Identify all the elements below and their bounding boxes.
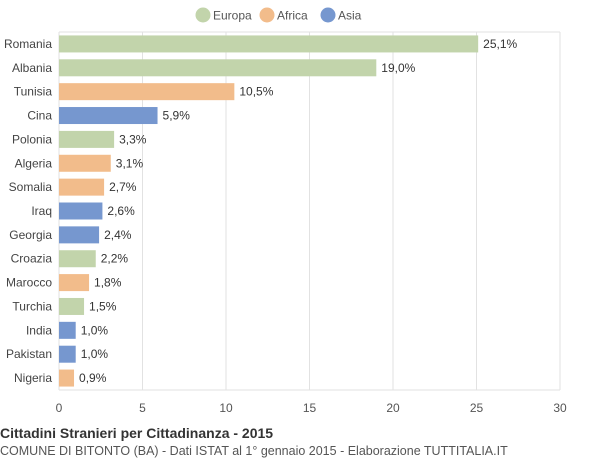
value-label: 25,1% [483,37,517,51]
category-label: Iraq [31,204,52,218]
value-label: 3,3% [119,132,147,146]
chart-subtitle: COMUNE DI BITONTO (BA) - Dati ISTAT al 1… [0,444,508,458]
bar [59,35,479,53]
value-label: 5,9% [163,109,191,123]
bar [59,226,100,244]
legend-marker [195,7,211,23]
category-label: Polonia [12,132,52,146]
category-label: Cina [27,109,52,123]
x-tick-label: 5 [139,401,146,415]
x-tick-label: 10 [219,401,233,415]
legend-marker [320,7,336,23]
category-label: Algeria [15,156,53,170]
bar [59,130,115,148]
value-label: 19,0% [381,61,415,75]
category-label: Romania [4,37,52,51]
value-label: 1,8% [94,276,122,290]
category-label: Turchia [12,299,52,313]
x-tick-label: 15 [303,401,317,415]
value-label: 0,9% [79,371,107,385]
bar [59,345,76,363]
category-label: India [26,323,52,337]
category-label: Georgia [9,228,52,242]
value-label: 2,7% [109,180,137,194]
bar [59,178,105,196]
bar [59,369,75,387]
bar [59,250,96,268]
category-label: Nigeria [14,371,52,385]
value-label: 10,5% [239,85,273,99]
bar [59,59,377,77]
value-label: 3,1% [116,156,144,170]
legend-marker [259,7,275,23]
value-label: 1,5% [89,299,117,313]
bar [59,154,111,172]
value-label: 2,2% [101,252,129,266]
value-label: 1,0% [81,347,109,361]
value-label: 2,6% [107,204,135,218]
value-label: 2,4% [104,228,132,242]
category-label: Pakistan [6,347,52,361]
category-label: Marocco [6,276,52,290]
value-label: 1,0% [81,323,109,337]
bar [59,321,76,339]
chart-title: Cittadini Stranieri per Cittadinanza - 2… [0,425,274,441]
x-tick-label: 30 [553,401,567,415]
legend-label: Asia [338,9,362,23]
category-label: Croazia [11,252,53,266]
bar [59,297,85,315]
category-label: Somalia [9,180,53,194]
x-tick-label: 0 [56,401,63,415]
x-tick-label: 25 [470,401,484,415]
category-label: Tunisia [14,85,53,99]
legend-label: Europa [213,9,252,23]
legend-label: Africa [277,9,308,23]
bar [59,83,235,101]
bar [59,202,103,220]
bar-chart: 0 5 10 15 20 25 30 Romania 25,1% Albania 19,0% Tuni… [4,7,567,415]
category-label: Albania [12,61,52,75]
x-tick-label: 20 [386,401,400,415]
bar [59,274,90,292]
bar [59,107,158,125]
